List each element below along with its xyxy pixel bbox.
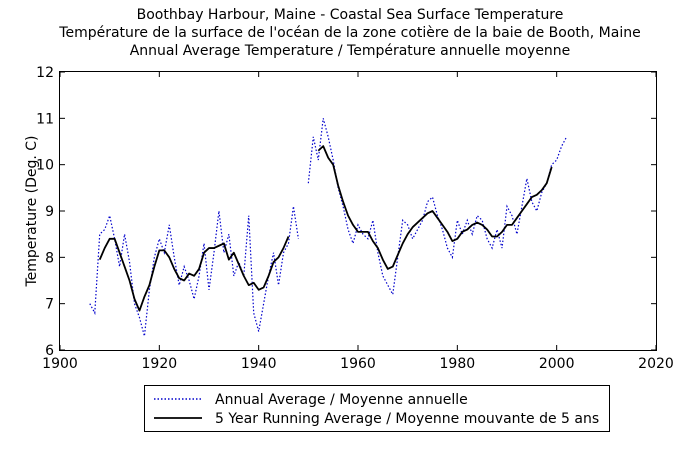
chart-title-line-3: Annual Average Temperature / Température… [129, 43, 571, 59]
x-tick-label: 1900 [42, 356, 78, 372]
y-axis-label: Temperature (Deg. C) [24, 135, 40, 287]
y-tick-label: 8 [45, 250, 54, 266]
series-line-running-average [98, 145, 553, 312]
axes-frame [59, 71, 657, 351]
y-tick-label: 12 [36, 65, 54, 81]
series-line-annual-average [89, 118, 568, 337]
legend-box [144, 385, 610, 432]
y-axis-ticks: 6 7 8 9 10 11 12 [36, 65, 656, 359]
y-tick-label: 11 [36, 111, 54, 127]
chart-title-line-1: Boothbay Harbour, Maine - Coastal Sea Su… [136, 7, 564, 23]
x-tick-label: 1980 [440, 356, 476, 372]
x-tick-label: 1940 [241, 356, 277, 372]
x-tick-label: 1920 [142, 356, 178, 372]
y-tick-label: 9 [45, 204, 54, 220]
x-tick-label: 2020 [638, 356, 674, 372]
legend-label-annual: Annual Average / Moyenne annuelle [215, 392, 468, 408]
chart-title-line-2: Température de la surface de l'océan de … [59, 25, 641, 41]
x-tick-label: 1960 [340, 356, 376, 372]
legend: Annual Average / Moyenne annuelle 5 Year… [144, 385, 610, 432]
x-axis-ticks: 1900 1920 1940 1960 1980 2000 2020 [42, 72, 674, 372]
series-group [89, 118, 568, 337]
y-tick-label: 7 [45, 297, 54, 313]
x-tick-label: 2000 [539, 356, 575, 372]
y-tick-label: 10 [36, 158, 54, 174]
legend-label-running: 5 Year Running Average / Moyenne mouvant… [215, 411, 599, 427]
y-tick-label: 6 [45, 343, 54, 359]
